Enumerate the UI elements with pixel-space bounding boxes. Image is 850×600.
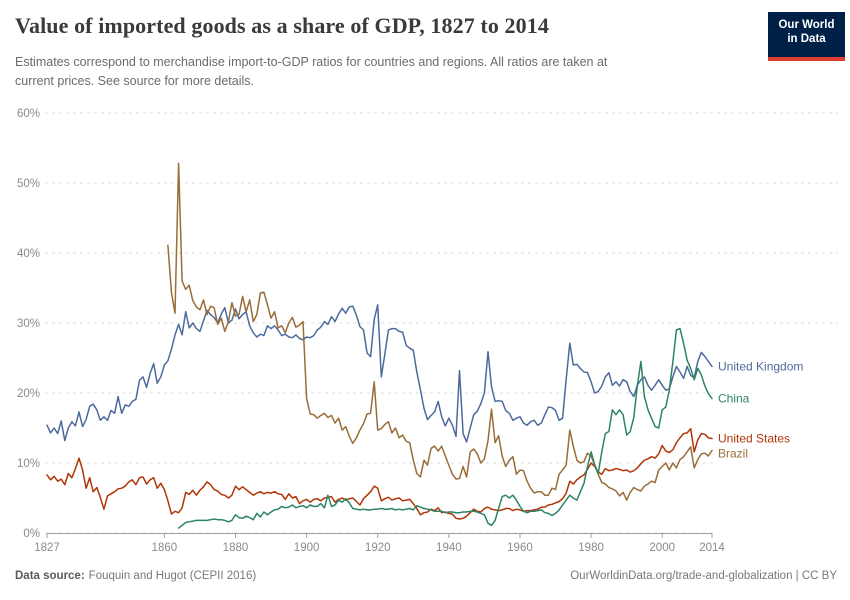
- chart-subtitle-line1: Estimates correspond to merchandise impo…: [15, 55, 608, 69]
- svg-text:1940: 1940: [436, 542, 462, 554]
- svg-text:1980: 1980: [578, 542, 604, 554]
- svg-text:20%: 20%: [17, 388, 40, 400]
- credit-line: OurWorldinData.org/trade-and-globalizati…: [570, 570, 837, 582]
- svg-text:United States: United States: [718, 432, 790, 446]
- data-source: Data source: Fouquin and Hugot (CEPII 201…: [15, 570, 256, 582]
- data-source-label: Data source:: [15, 570, 85, 582]
- chart-subtitle: Estimates correspond to merchandise impo…: [15, 53, 607, 91]
- chart-footer: Data source: Fouquin and Hugot (CEPII 201…: [15, 570, 837, 582]
- svg-text:China: China: [718, 392, 750, 406]
- svg-text:1880: 1880: [223, 542, 249, 554]
- svg-text:1960: 1960: [507, 542, 533, 554]
- page-title: Value of imported goods as a share of GD…: [15, 13, 549, 38]
- owid-logo: Our World in Data: [768, 12, 845, 61]
- owid-logo-line1: Our World: [778, 19, 835, 31]
- svg-text:50%: 50%: [17, 178, 40, 190]
- svg-text:2014: 2014: [699, 542, 725, 554]
- svg-text:10%: 10%: [17, 458, 40, 470]
- svg-text:1860: 1860: [152, 542, 178, 554]
- svg-text:40%: 40%: [17, 248, 40, 260]
- chart-subtitle-line2: current prices. See source for more deta…: [15, 74, 254, 88]
- svg-text:60%: 60%: [17, 108, 40, 120]
- svg-text:United Kingdom: United Kingdom: [718, 359, 803, 373]
- svg-text:30%: 30%: [17, 318, 40, 330]
- svg-text:2000: 2000: [649, 542, 675, 554]
- svg-text:1920: 1920: [365, 542, 391, 554]
- svg-text:1827: 1827: [34, 542, 60, 554]
- owid-logo-line2: in Data: [787, 33, 826, 45]
- svg-text:1900: 1900: [294, 542, 320, 554]
- data-source-value: Fouquin and Hugot (CEPII 2016): [88, 570, 257, 582]
- svg-text:0%: 0%: [23, 528, 40, 540]
- svg-text:Brazil: Brazil: [718, 447, 748, 461]
